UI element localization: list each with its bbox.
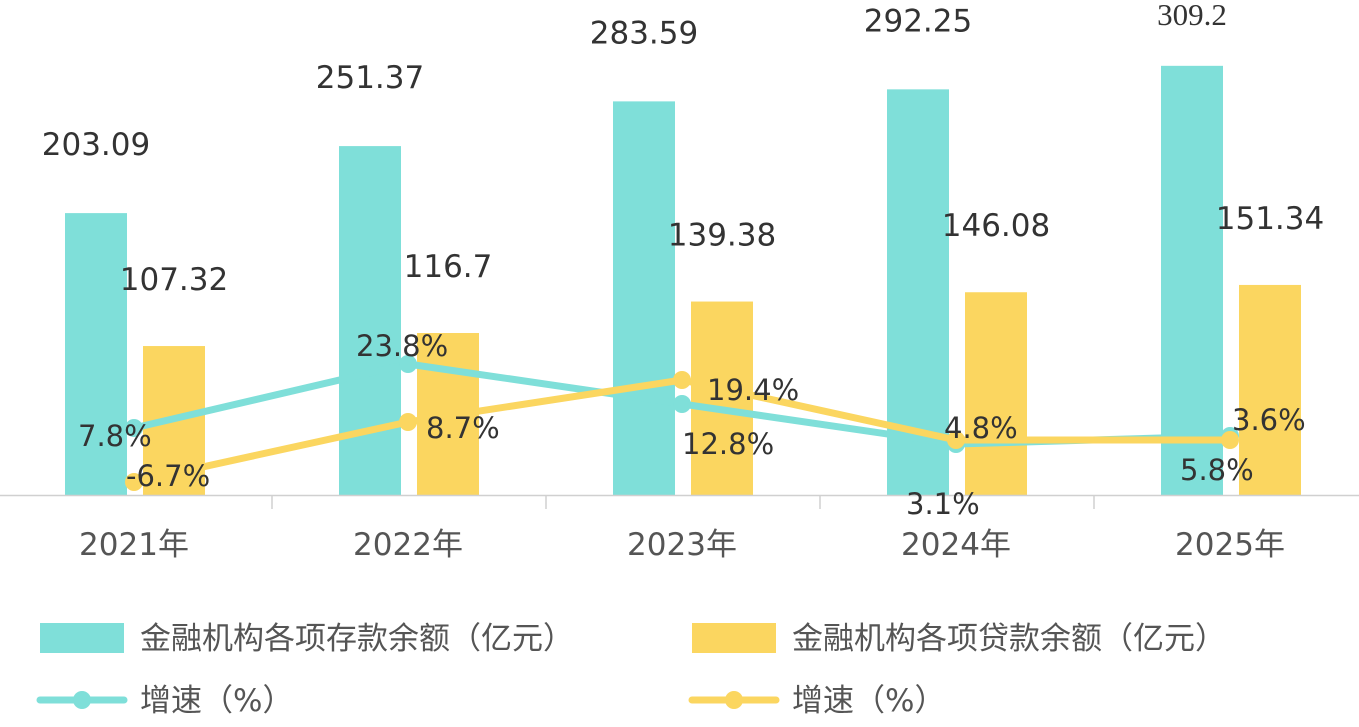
legend-swatch-bar [692,623,776,653]
growth-value-label: 3.1% [906,487,980,521]
legend-label: 增速（%） [792,683,945,719]
growth-point [673,395,691,413]
growth-value-label: 23.8% [356,329,448,363]
growth-point [1221,431,1239,449]
x-tick-label: 2023年 [627,527,737,563]
category-axis: 2021年 2022年 2023年 2024年 2025年 [0,494,1359,563]
legend-label: 增速（%） [140,683,293,719]
x-tick-label: 2024年 [901,527,1011,563]
bar-value-label: 292.25 [864,3,972,39]
bar-layer [65,65,1301,496]
growth-value-label: 7.8% [78,419,152,453]
growth-point [125,473,143,491]
bar-value-label: 251.37 [316,60,424,96]
bar-loan [1239,284,1301,495]
legend-label: 金融机构各项存款余额（亿元） [140,621,574,657]
growth-point [947,431,965,449]
legend: 金融机构各项存款余额（亿元） 金融机构各项贷款余额（亿元） 增速（%） 增速（%） [36,621,1226,719]
legend-swatch-bar [40,623,124,653]
bar-value-label: 146.08 [942,208,1050,244]
growth-value-label: 12.8% [682,427,774,461]
line-layer [125,355,1239,491]
bar-value-label: 283.59 [590,15,698,51]
bar-deposit [65,213,127,495]
data-label-layer: 203.09 251.37 283.59 292.25 309.2 107.32 116.7… [42,0,1324,521]
growth-point [673,371,691,389]
bar-value-label: 203.09 [42,127,150,163]
growth-value-label: 4.8% [944,411,1018,445]
legend-swatch-marker [725,691,743,709]
growth-value-label: 3.6% [1232,403,1306,437]
bar-value-label: 139.38 [668,218,776,254]
growth-point [399,413,417,431]
bar-loan [691,301,753,495]
bar-value-label: 107.32 [120,262,228,298]
bar-value-label: 116.7 [404,249,493,285]
bar-deposit [339,146,401,495]
bar-deposit [1161,65,1223,496]
x-tick-label: 2025年 [1175,527,1285,563]
legend-swatch-marker [73,691,91,709]
bar-deposit [613,101,675,496]
x-tick-label: 2022年 [353,527,463,563]
growth-value-label: 8.7% [426,411,500,445]
growth-point [125,419,143,437]
growth-point [399,355,417,373]
x-tick-label: 2021年 [79,527,189,563]
growth-value-label: 5.8% [1180,453,1254,487]
legend-label: 金融机构各项贷款余额（亿元） [792,621,1226,657]
growth-value-label: -6.7% [126,459,210,493]
growth-value-label: 19.4% [707,373,799,407]
bar-value-label: 151.34 [1216,201,1324,237]
bar-value-label: 309.2 [1157,0,1227,32]
bar-loan [965,292,1027,495]
